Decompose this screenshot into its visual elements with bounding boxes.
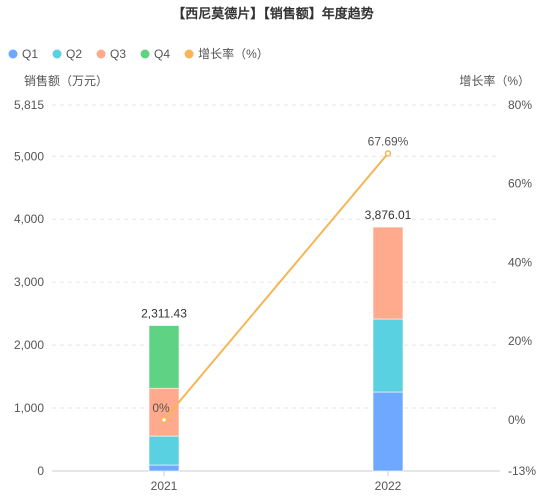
- y-tick-right: -13%: [508, 464, 536, 478]
- legend-item-q2[interactable]: Q2: [52, 47, 83, 61]
- growth-point-2022[interactable]: [384, 150, 392, 157]
- legend-label: Q1: [22, 47, 38, 61]
- bar-total-label-2022: 3,876.01: [365, 208, 412, 222]
- bar-segment-q1-2022[interactable]: [372, 391, 404, 472]
- y-tick-left: 5,815: [14, 98, 44, 112]
- y-tick-left: 1,000: [14, 401, 44, 415]
- y-tick-right: 0%: [508, 413, 526, 427]
- y-tick-right: 40%: [508, 255, 532, 269]
- growth-line: [163, 152, 389, 421]
- growth-label-2021: 0%: [152, 401, 170, 415]
- legend-item-q1[interactable]: Q1: [8, 47, 39, 61]
- y-axis-title-right: 增长率（%）: [459, 73, 530, 88]
- growth-point-2021[interactable]: [160, 416, 168, 424]
- growth-label-2022: 67.69%: [368, 134, 409, 148]
- x-tick-label: 2022: [375, 479, 402, 493]
- bar-segment-q3-2022[interactable]: [372, 226, 404, 320]
- bar-segment-q2-2021[interactable]: [148, 435, 180, 466]
- legend-marker: [140, 49, 150, 59]
- bar-total-label-2021: 2,311.43: [141, 307, 187, 321]
- legend-marker: [8, 49, 18, 59]
- legend-marker: [184, 49, 194, 59]
- legend-marker: [96, 49, 106, 59]
- y-axis-left: 0 1,000 2,000 3,000 4,000 5,000 5,815: [14, 98, 44, 478]
- bar-series: [148, 226, 404, 472]
- bar-segment-q1-2021[interactable]: [148, 464, 180, 472]
- y-tick-left: 4,000: [14, 212, 44, 226]
- legend[interactable]: Q1 Q2 Q3 Q4 增长率（%）: [8, 46, 269, 61]
- y-tick-left: 3,000: [14, 275, 44, 289]
- y-tick-left: 2,000: [14, 338, 44, 352]
- y-axis-right: -13% 0% 20% 40% 60% 80%: [508, 98, 536, 478]
- x-tick-label: 2021: [151, 479, 178, 493]
- bar-segment-q2-2022[interactable]: [372, 318, 404, 393]
- x-axis: 2021 2022: [151, 471, 402, 493]
- legend-item-q4[interactable]: Q4: [140, 47, 171, 61]
- growth-line-series: 0% 67.69%: [152, 134, 409, 424]
- y-axis-title-left: 销售额（万元）: [24, 73, 108, 88]
- bar-total-labels: 2,311.43 3,876.01: [141, 208, 412, 320]
- legend-label: Q4: [154, 47, 170, 61]
- bar-segment-q4-2021[interactable]: [148, 325, 180, 389]
- legend-label: Q2: [66, 47, 82, 61]
- y-tick-left: 5,000: [14, 149, 44, 163]
- y-tick-right: 20%: [508, 334, 532, 348]
- y-tick-right: 60%: [508, 177, 532, 191]
- legend-item-q3[interactable]: Q3: [96, 47, 127, 61]
- legend-label: 增长率（%）: [198, 46, 269, 61]
- y-tick-left: 0: [37, 464, 44, 478]
- chart-title: 【西尼莫德片】【销售额】年度趋势: [172, 6, 374, 21]
- bar-segment-q3-2021[interactable]: [148, 387, 180, 437]
- grid-lines: [52, 104, 500, 472]
- legend-marker: [52, 49, 62, 59]
- legend-item-growth[interactable]: 增长率（%）: [184, 46, 269, 61]
- legend-label: Q3: [110, 47, 126, 61]
- y-tick-right: 80%: [508, 98, 532, 112]
